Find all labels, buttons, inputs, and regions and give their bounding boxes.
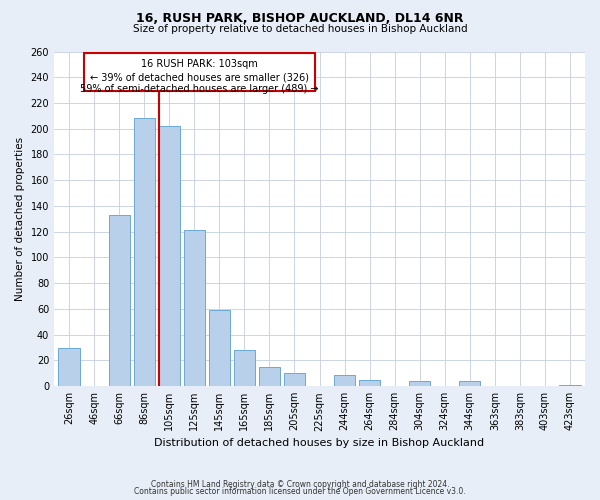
Bar: [109, 215, 130, 386]
Bar: [184, 230, 205, 386]
Text: 59% of semi-detached houses are larger (489) →: 59% of semi-detached houses are larger (…: [80, 84, 319, 94]
Bar: [359, 380, 380, 386]
Bar: [209, 310, 230, 386]
Text: Contains HM Land Registry data © Crown copyright and database right 2024.: Contains HM Land Registry data © Crown c…: [151, 480, 449, 489]
Bar: [234, 350, 255, 386]
Bar: [58, 348, 80, 386]
Bar: [134, 118, 155, 386]
X-axis label: Distribution of detached houses by size in Bishop Auckland: Distribution of detached houses by size …: [154, 438, 485, 448]
Bar: [459, 381, 481, 386]
Bar: [259, 367, 280, 386]
Text: Size of property relative to detached houses in Bishop Auckland: Size of property relative to detached ho…: [133, 24, 467, 34]
Y-axis label: Number of detached properties: Number of detached properties: [15, 137, 25, 301]
Bar: [284, 374, 305, 386]
Bar: [409, 381, 430, 386]
FancyBboxPatch shape: [84, 53, 314, 92]
Text: Contains public sector information licensed under the Open Government Licence v3: Contains public sector information licen…: [134, 487, 466, 496]
Bar: [559, 385, 581, 386]
Text: 16 RUSH PARK: 103sqm: 16 RUSH PARK: 103sqm: [141, 59, 257, 69]
Text: 16, RUSH PARK, BISHOP AUCKLAND, DL14 6NR: 16, RUSH PARK, BISHOP AUCKLAND, DL14 6NR: [136, 12, 464, 26]
Text: ← 39% of detached houses are smaller (326): ← 39% of detached houses are smaller (32…: [90, 72, 309, 82]
Bar: [158, 126, 180, 386]
Bar: [334, 374, 355, 386]
